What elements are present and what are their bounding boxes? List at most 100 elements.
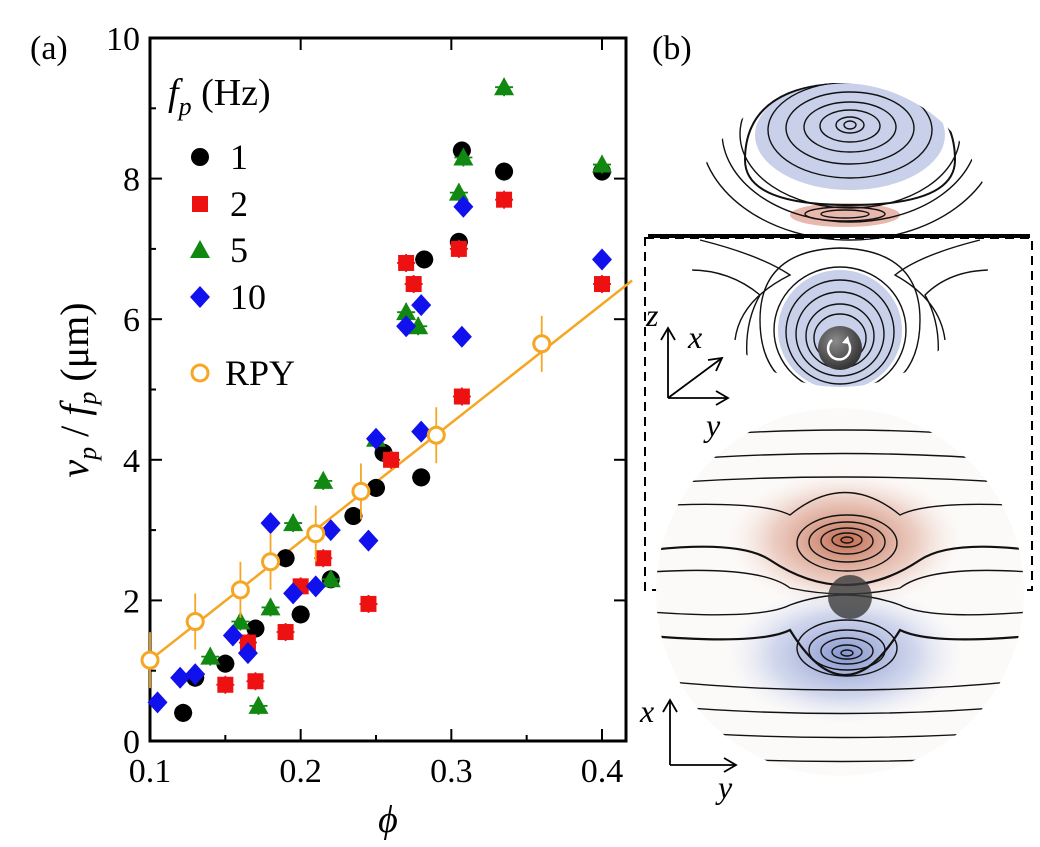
marker bbox=[320, 519, 341, 542]
series-5-point bbox=[320, 569, 341, 589]
axis-label-y-top: y bbox=[703, 407, 721, 443]
marker bbox=[313, 470, 334, 489]
y-axis-label: vp / fp (μm) bbox=[52, 302, 102, 477]
legend-label-10: 10 bbox=[230, 277, 266, 317]
particle-sphere-bottom bbox=[828, 575, 872, 619]
rpy-fit-line-segment bbox=[149, 279, 633, 662]
legend: fp (Hz) 1 2 5 10 RPY bbox=[168, 72, 295, 393]
axis-label-x-top: x bbox=[687, 319, 702, 355]
series-5-point bbox=[494, 77, 515, 97]
legend-marker-10 bbox=[190, 286, 210, 308]
series-2-point bbox=[452, 387, 471, 406]
panel-b-label: (b) bbox=[652, 30, 692, 67]
legend-title-unit: (Hz) bbox=[192, 72, 271, 114]
series-10-point bbox=[320, 519, 341, 542]
series-5-point bbox=[448, 182, 469, 202]
marker bbox=[496, 191, 513, 208]
legend-marker-5 bbox=[190, 240, 210, 258]
y-tick-label: 4 bbox=[123, 443, 140, 480]
y-label-v: v bbox=[52, 460, 97, 478]
series-10-point bbox=[237, 642, 258, 665]
series-2-point bbox=[382, 450, 401, 469]
marker bbox=[360, 595, 377, 612]
series-2-point bbox=[246, 672, 265, 691]
legend-marker-RPY bbox=[190, 363, 210, 383]
marker bbox=[222, 624, 243, 647]
marker bbox=[147, 691, 168, 714]
marker bbox=[412, 468, 431, 487]
marker bbox=[592, 248, 612, 271]
marker bbox=[276, 549, 295, 568]
marker bbox=[217, 676, 234, 693]
legend-label-5: 5 bbox=[230, 230, 248, 270]
marker bbox=[174, 703, 193, 722]
y-label-p2: p bbox=[73, 392, 102, 407]
marker bbox=[277, 624, 294, 641]
data-marks bbox=[140, 77, 612, 722]
legend-marker-2 bbox=[192, 196, 208, 212]
flow-field-panel: z x y bbox=[639, 83, 1033, 805]
bottom-blue-region bbox=[725, 585, 965, 725]
x-tick-label: 0.4 bbox=[581, 753, 624, 790]
marker bbox=[396, 302, 417, 321]
marker bbox=[283, 513, 304, 532]
marker bbox=[396, 315, 417, 338]
marker bbox=[291, 605, 310, 624]
series-2-point bbox=[404, 275, 423, 294]
series-RPY-point bbox=[426, 407, 446, 464]
series-1-point bbox=[415, 250, 434, 269]
series-10-point bbox=[592, 248, 612, 271]
legend-label-1: 1 bbox=[230, 137, 248, 177]
series-RPY-point bbox=[230, 561, 250, 618]
marker bbox=[405, 276, 422, 293]
marker bbox=[216, 654, 235, 673]
bottom-red-region bbox=[725, 470, 965, 610]
marker bbox=[344, 507, 363, 526]
series-10-point bbox=[451, 325, 472, 348]
marker bbox=[261, 552, 281, 572]
series-10-point bbox=[305, 575, 326, 598]
series-2-point bbox=[495, 190, 514, 209]
series-10-point bbox=[366, 427, 386, 450]
marker bbox=[408, 316, 429, 335]
y-label-slash: / bbox=[52, 416, 97, 447]
marker bbox=[383, 451, 400, 468]
axis-ticks bbox=[149, 37, 626, 742]
marker bbox=[366, 427, 386, 450]
marker bbox=[453, 147, 474, 166]
series-2-point bbox=[216, 675, 235, 694]
series-10-point bbox=[396, 315, 417, 338]
particle-sphere-top bbox=[818, 326, 862, 370]
marker bbox=[451, 325, 472, 348]
marker bbox=[170, 666, 191, 689]
series-RPY-point bbox=[306, 505, 326, 562]
marker bbox=[185, 611, 205, 631]
legend-label-RPY: RPY bbox=[225, 353, 295, 393]
rotation-arrow-icon bbox=[826, 339, 852, 361]
series-1-point bbox=[174, 703, 193, 722]
series-10-point bbox=[222, 624, 243, 647]
y-tick-label: 6 bbox=[123, 302, 140, 339]
series-2-point bbox=[314, 549, 333, 568]
marker bbox=[283, 582, 304, 605]
series-10-point bbox=[358, 529, 379, 552]
legend-title: fp (Hz) bbox=[168, 72, 271, 121]
marker bbox=[411, 294, 432, 317]
marker bbox=[592, 154, 612, 173]
series-1-point bbox=[344, 507, 363, 526]
rpy-fit-line bbox=[149, 279, 633, 662]
legend-items: 1 2 5 10 RPY bbox=[190, 137, 295, 393]
marker bbox=[260, 512, 281, 535]
marker bbox=[237, 642, 258, 665]
marker bbox=[247, 673, 264, 690]
x-tick-label: 0.2 bbox=[279, 753, 322, 790]
series-10-point bbox=[170, 666, 191, 689]
series-1-point bbox=[495, 162, 514, 181]
series-5-point bbox=[260, 597, 281, 617]
y-tick-label: 2 bbox=[123, 583, 140, 620]
series-1-point bbox=[412, 468, 431, 487]
marker bbox=[315, 550, 332, 567]
marker bbox=[230, 580, 250, 600]
marker bbox=[448, 182, 469, 201]
